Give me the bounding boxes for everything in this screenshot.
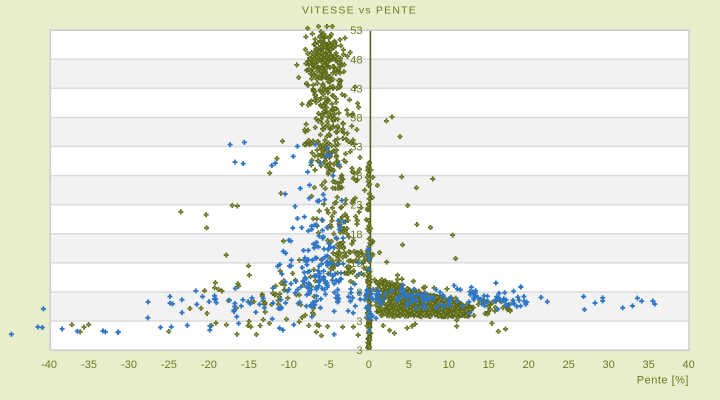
- svg-text:3: 3: [356, 345, 362, 357]
- svg-text:40: 40: [682, 359, 694, 371]
- svg-text:Pente [%]: Pente [%]: [637, 375, 689, 387]
- svg-text:30: 30: [602, 359, 614, 371]
- svg-text:5: 5: [406, 359, 412, 371]
- svg-text:20: 20: [523, 359, 535, 371]
- svg-text:VITESSE vs PENTE: VITESSE vs PENTE: [302, 5, 417, 17]
- svg-text:-25: -25: [161, 359, 177, 371]
- svg-text:0: 0: [366, 359, 372, 371]
- svg-text:3: 3: [356, 316, 362, 328]
- svg-text:-35: -35: [81, 359, 97, 371]
- svg-text:-20: -20: [201, 359, 217, 371]
- svg-text:-30: -30: [121, 359, 137, 371]
- svg-text:43: 43: [350, 83, 362, 95]
- svg-text:10: 10: [443, 359, 455, 371]
- svg-text:48: 48: [350, 54, 362, 66]
- svg-text:15: 15: [483, 359, 495, 371]
- svg-text:18: 18: [350, 229, 362, 241]
- svg-text:-15: -15: [241, 359, 257, 371]
- svg-text:-5: -5: [324, 359, 334, 371]
- svg-text:-10: -10: [281, 359, 297, 371]
- svg-text:25: 25: [563, 359, 575, 371]
- svg-text:53: 53: [350, 25, 362, 37]
- svg-text:-40: -40: [41, 359, 57, 371]
- svg-text:35: 35: [642, 359, 654, 371]
